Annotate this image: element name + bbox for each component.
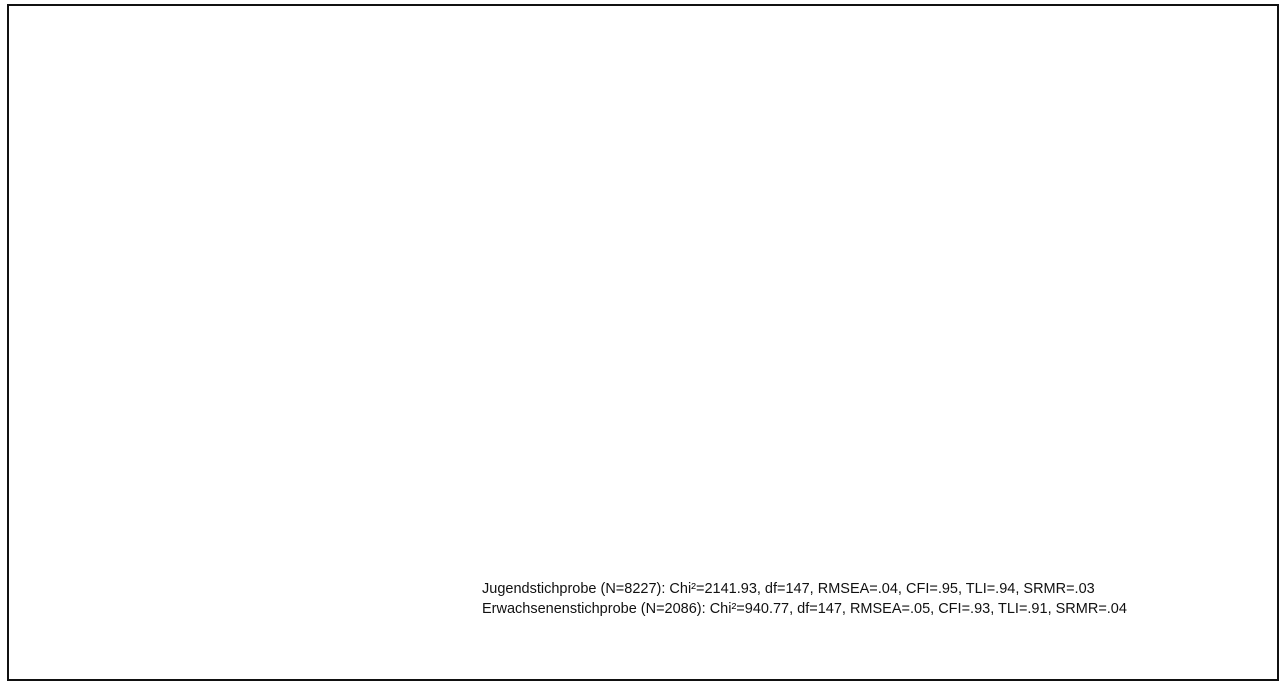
fit-line: Jugendstichprobe (N=8227): Chi²=2141.93,…: [482, 581, 1095, 597]
fit-line: Erwachsenenstichprobe (N=2086): Chi²=940…: [482, 601, 1127, 617]
frame: [7, 4, 1279, 681]
